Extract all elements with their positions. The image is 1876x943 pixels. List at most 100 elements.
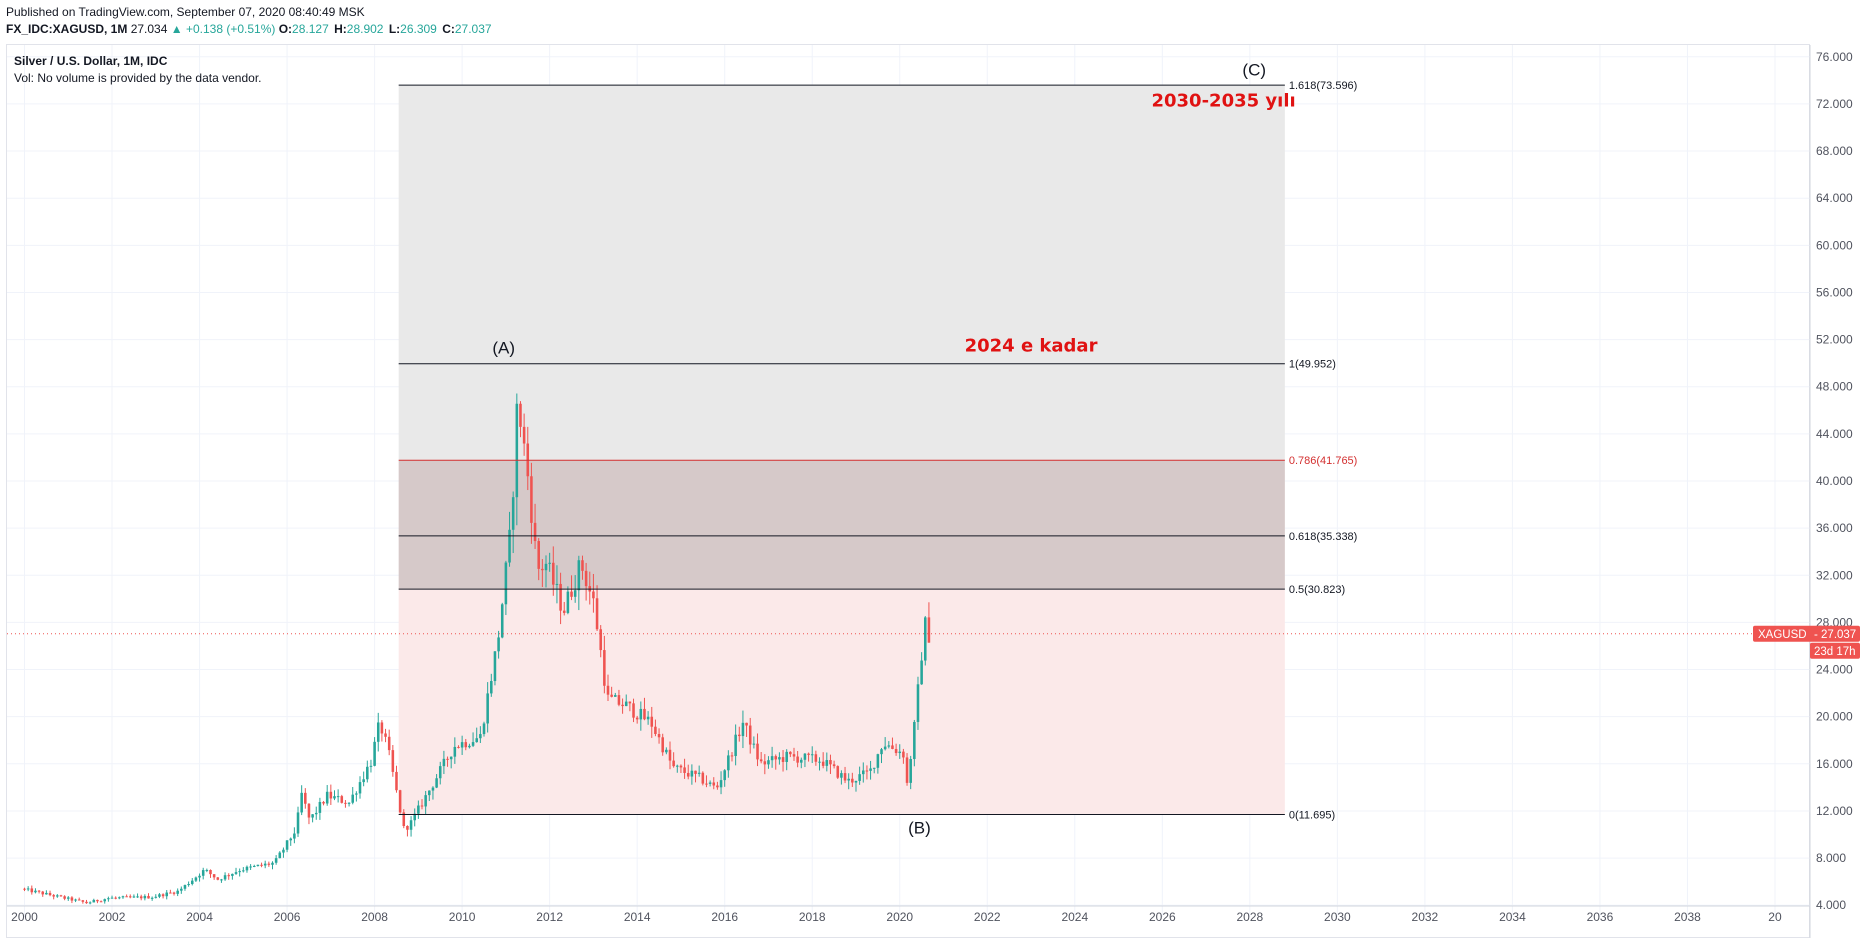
candle-body <box>201 870 205 876</box>
time-tick-label: 2026 <box>1149 910 1176 924</box>
candle-body <box>581 560 584 571</box>
fib-level-label: 0.5(30.823) <box>1289 584 1345 596</box>
candle-body <box>366 766 369 780</box>
candle-body <box>584 570 588 587</box>
candle-body <box>785 751 788 762</box>
candle-body <box>136 896 139 898</box>
candle-body <box>132 896 136 898</box>
candle-body <box>486 693 489 724</box>
candle-body <box>617 695 621 705</box>
time-tick-label: 2028 <box>1236 910 1263 924</box>
candle-body <box>818 761 821 763</box>
candle-body <box>500 604 504 638</box>
legend-title: Silver / U.S. Dollar, 1M, IDC <box>14 54 168 68</box>
last-price: 27.034 <box>130 22 168 36</box>
candle-body <box>205 869 209 871</box>
candle-body <box>490 681 493 694</box>
price-tick-label: 48.000 <box>1816 380 1853 394</box>
wave-label: (B) <box>908 818 931 837</box>
candle-body <box>741 722 745 737</box>
candle-body <box>198 875 201 878</box>
ohlc-open-key: O: <box>278 22 293 36</box>
candle-body <box>435 778 438 788</box>
candle-body <box>373 741 376 766</box>
time-tick-label: 2024 <box>1061 910 1088 924</box>
candle-body <box>344 802 347 804</box>
candle-body <box>223 875 227 880</box>
candle-body <box>511 497 515 530</box>
candle-body <box>340 796 344 803</box>
candle-body <box>898 751 902 754</box>
candle-body <box>110 897 114 899</box>
candle-body <box>23 888 26 890</box>
candle-body <box>362 779 365 783</box>
candle-body <box>376 722 380 742</box>
wave-label: (A) <box>492 339 515 358</box>
candle-body <box>92 899 96 903</box>
candle-body <box>807 753 810 755</box>
candle-body <box>63 896 66 899</box>
fib-level-label: 0.786(41.765) <box>1289 455 1358 467</box>
candle-body <box>296 812 300 834</box>
candle-body <box>708 782 712 784</box>
candle-body <box>548 562 551 564</box>
price-tick-label: 8.000 <box>1816 851 1846 865</box>
candle-body <box>796 756 799 763</box>
price-tick-label: 72.000 <box>1816 97 1853 111</box>
candle-body <box>821 761 825 766</box>
candle-body <box>719 780 723 788</box>
candle-body <box>384 733 387 737</box>
candle-body <box>391 750 395 772</box>
ohlc-open-value: 28.127 <box>292 22 329 36</box>
candle-body <box>471 742 475 746</box>
candle-body <box>774 756 778 760</box>
candle-body <box>767 760 770 765</box>
candle-body <box>738 734 741 737</box>
candle-body <box>570 591 573 597</box>
candle-body <box>314 812 318 815</box>
symbol-name[interactable]: FX_IDC:XAGUSD, 1M <box>6 22 128 36</box>
candle-body <box>41 891 45 895</box>
candle-body <box>278 852 282 859</box>
candle-body <box>555 583 559 585</box>
candle-body <box>234 872 238 874</box>
candle-body <box>508 529 511 563</box>
countdown-badge <box>1810 642 1860 659</box>
candle-body <box>603 650 606 686</box>
candle-body <box>424 795 427 807</box>
candle-body <box>231 873 234 876</box>
price-tick-label: 32.000 <box>1816 568 1853 582</box>
fibonacci-levels: 0(11.695) 0.5(30.823) 0.618(35.338) 0.786(4… <box>398 80 1358 822</box>
time-tick-label: 2032 <box>1412 910 1439 924</box>
candle-body <box>730 755 734 757</box>
time-tick-label: 2030 <box>1324 910 1351 924</box>
candle-body <box>832 764 836 767</box>
candle-body <box>96 899 99 902</box>
candle-body <box>118 897 121 899</box>
candle-body <box>103 899 107 902</box>
candle-body <box>267 863 271 865</box>
candle-body <box>37 890 41 892</box>
candle-body <box>522 426 526 444</box>
time-tick-label: 2014 <box>624 910 651 924</box>
candle-body <box>45 892 48 895</box>
candle-body <box>610 694 613 697</box>
price-tick-label: 24.000 <box>1816 663 1853 677</box>
candle-body <box>635 717 639 720</box>
candle-body <box>920 660 923 685</box>
candle-body <box>70 897 74 901</box>
candle-body <box>147 895 150 899</box>
candle-body <box>533 522 537 542</box>
candle-body <box>227 875 231 877</box>
time-axis: 2000 2002 2004 2006 2008 2010 2012 2014 2016 2018… <box>7 905 1810 924</box>
price-tick-label: 40.000 <box>1816 474 1853 488</box>
candle-body <box>428 790 431 796</box>
candle-body <box>668 749 672 761</box>
candle-body <box>541 568 544 571</box>
candle-body <box>632 703 635 718</box>
candle-body <box>66 897 70 899</box>
candle-body <box>300 792 303 813</box>
candle-body <box>562 610 566 613</box>
candle-body <box>599 629 602 651</box>
